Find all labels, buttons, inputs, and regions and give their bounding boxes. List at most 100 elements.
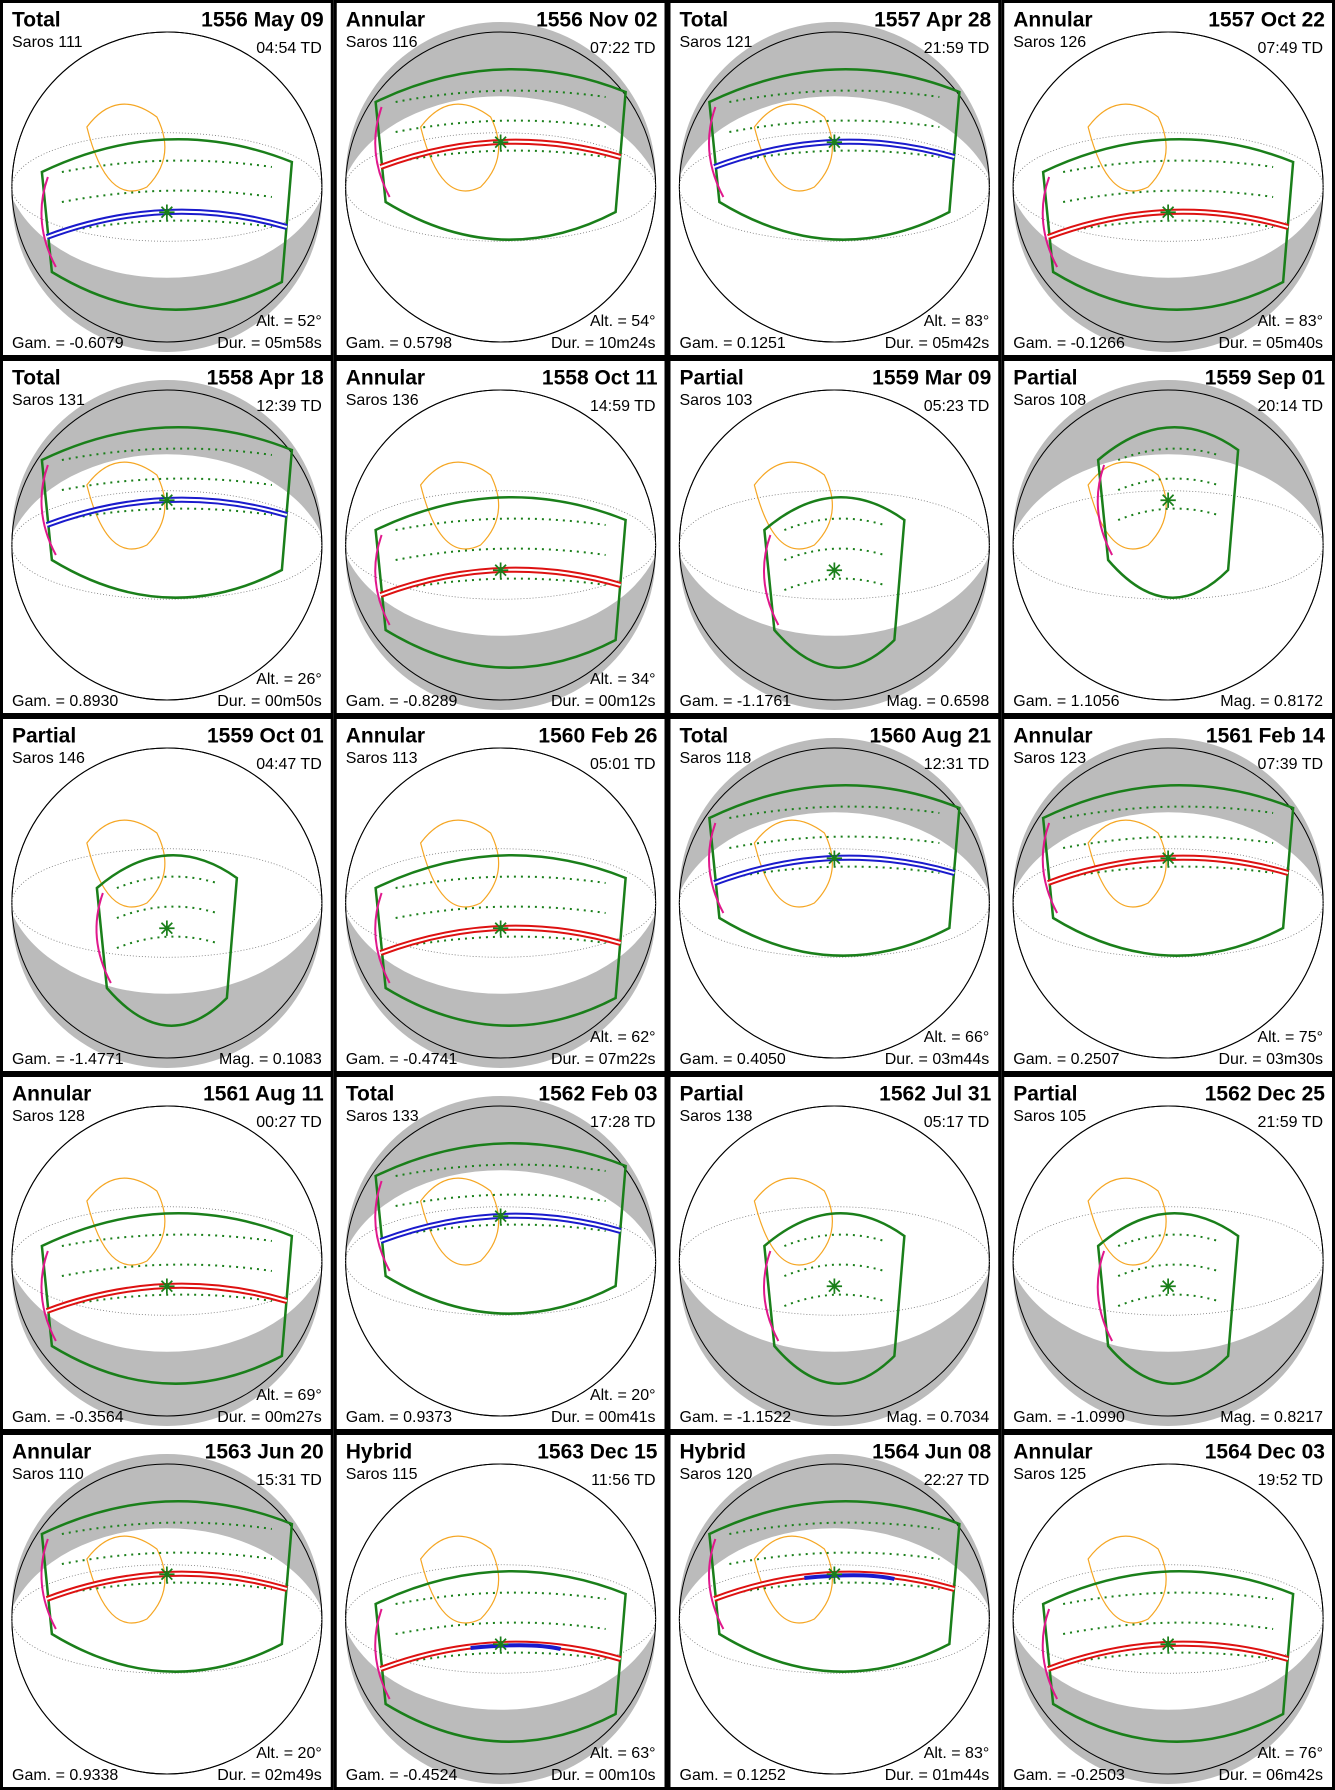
central-path-inner: [1047, 856, 1289, 884]
magnitude-curve: [116, 905, 218, 919]
rise-set-curve: [762, 534, 780, 626]
greatest-eclipse-marker: ✳: [1160, 1276, 1177, 1298]
landmass: [86, 103, 166, 192]
eclipse-panel: ✳ Total 1556 May 09 Saros 111 04:54 TD Alt. =…: [0, 0, 334, 358]
saros: Saros 120: [680, 1466, 753, 1483]
penumbral-zone: [40, 426, 294, 599]
landmass: [419, 103, 500, 192]
penumbral-zone: [374, 68, 627, 241]
saros: Saros 103: [680, 392, 753, 409]
equator: [678, 490, 990, 600]
time: 17:28 TD: [590, 1114, 656, 1131]
night-shade: [11, 197, 322, 352]
eclipse-type: Partial: [680, 1083, 744, 1106]
magnitude-curve: [729, 865, 940, 879]
landmass: [1087, 103, 1167, 192]
magnitude-curve: [784, 517, 885, 531]
eclipse-date: 1563 Dec 15: [537, 1441, 658, 1464]
saros: Saros 105: [1013, 1108, 1086, 1125]
night-shade: [1013, 380, 1324, 535]
magnitude-curve: [1117, 1233, 1219, 1247]
greatest-eclipse-marker: ✳: [492, 1634, 509, 1656]
eclipse-date: 1560 Aug 21: [869, 725, 991, 748]
greatest-eclipse-marker: ✳: [158, 1564, 175, 1586]
greatest-eclipse-marker: ✳: [492, 1206, 509, 1228]
greatest-eclipse-marker: ✳: [1160, 202, 1177, 224]
eclipse-panel: ✳ Partial 1559 Oct 01 Saros 146 04:47 TD Gam.…: [0, 716, 334, 1074]
magnitude-curve: [395, 1651, 606, 1665]
panel-border: [667, 1074, 1002, 1432]
greatest-eclipse-marker: ✳: [158, 490, 175, 512]
central-path-inner: [714, 856, 955, 884]
magnitude-curve: [1062, 1651, 1274, 1665]
magnitude-curve: [61, 1293, 273, 1307]
saros: Saros 118: [680, 750, 752, 767]
eclipse-panel: ✳ Annular 1558 Oct 11 Saros 136 14:59 TD Alt.…: [333, 358, 668, 716]
gamma: Gam. = 0.4050: [680, 1051, 786, 1068]
magnitude-curve: [395, 1193, 606, 1207]
time: 07:22 TD: [590, 40, 656, 57]
rise-set-curve: [95, 892, 112, 984]
time: 05:01 TD: [590, 756, 656, 773]
magnitude-curve: [61, 1263, 273, 1277]
magnitude-curve: [61, 1521, 273, 1535]
night-shade: [345, 555, 656, 710]
duration: Dur. = 10m24s: [551, 335, 656, 352]
eclipse-date: 1556 Nov 02: [536, 9, 657, 32]
magnitude-curve: [61, 1581, 273, 1595]
equator: [678, 848, 990, 958]
eclipse-date: 1558 Apr 18: [207, 367, 324, 390]
magnitude-curve: [729, 805, 940, 819]
central-path-inner: [46, 1284, 288, 1312]
penumbral-zone: [708, 68, 961, 241]
gamma: Gam. = -1.4771: [12, 1051, 124, 1068]
rise-set-curve: [374, 1180, 391, 1272]
magnitude-curve: [395, 1163, 606, 1177]
equator: [11, 1206, 323, 1316]
penumbral-zone: [1041, 784, 1295, 957]
eclipse-date: 1559 Mar 09: [872, 367, 991, 390]
saros: Saros 113: [346, 750, 418, 767]
saros: Saros 126: [1013, 34, 1086, 51]
gamma: Gam. = -0.2503: [1013, 1767, 1125, 1784]
altitude: Alt. = 76°: [1257, 1745, 1323, 1762]
rise-set-curve: [707, 822, 725, 914]
central-path-total: [804, 1573, 895, 1581]
eclipse-panel: ✳ Partial 1559 Sep 01 Saros 108 20:14 TD Gam.…: [1001, 358, 1335, 716]
landmass: [419, 461, 500, 550]
altitude: Alt. = 63°: [590, 1745, 656, 1762]
equator: [11, 1564, 323, 1674]
landmass: [1087, 1177, 1167, 1266]
saros: Saros 123: [1013, 750, 1086, 767]
eclipse-type: Partial: [1013, 1083, 1077, 1106]
rise-set-curve: [374, 1608, 391, 1700]
equator: [1012, 1206, 1324, 1316]
eclipse-panel: ✳ Total 1558 Apr 18 Saros 131 12:39 TD Alt. =…: [0, 358, 334, 716]
altitude: Alt. = 83°: [924, 1745, 990, 1762]
rise-set-curve: [40, 464, 57, 556]
time: 00:27 TD: [256, 1114, 322, 1131]
eclipse-type: Total: [680, 725, 729, 748]
magnitude-curve: [1062, 1621, 1274, 1635]
panel-border: [1001, 1432, 1335, 1790]
panel-border: [667, 358, 1002, 716]
duration: Dur. = 01m44s: [885, 1767, 990, 1784]
magnitude-curve: [395, 1621, 606, 1635]
eclipse-date: 1562 Feb 03: [538, 1083, 657, 1106]
saros: Saros 115: [346, 1466, 418, 1483]
saros: Saros 146: [12, 750, 85, 767]
night-shade: [679, 1271, 990, 1426]
altitude: Alt. = 69°: [256, 1387, 322, 1404]
equator: [1012, 848, 1324, 958]
equator: [345, 848, 657, 958]
eclipse-panel: ✳ Partial 1559 Mar 09 Saros 103 05:23 TD Gam.…: [667, 358, 1002, 716]
time: 11:56 TD: [591, 1472, 655, 1489]
equator: [345, 1206, 657, 1316]
time: 12:31 TD: [924, 756, 990, 773]
greatest-eclipse-marker: ✳: [1160, 490, 1177, 512]
night-shade: [1013, 737, 1324, 893]
eclipse-panel: ✳ Total 1562 Feb 03 Saros 133 17:28 TD Alt. =…: [333, 1074, 668, 1432]
penumbral-zone: [374, 854, 627, 1027]
magnitude-curve: [729, 89, 940, 103]
magnitude-curve: [784, 577, 885, 591]
